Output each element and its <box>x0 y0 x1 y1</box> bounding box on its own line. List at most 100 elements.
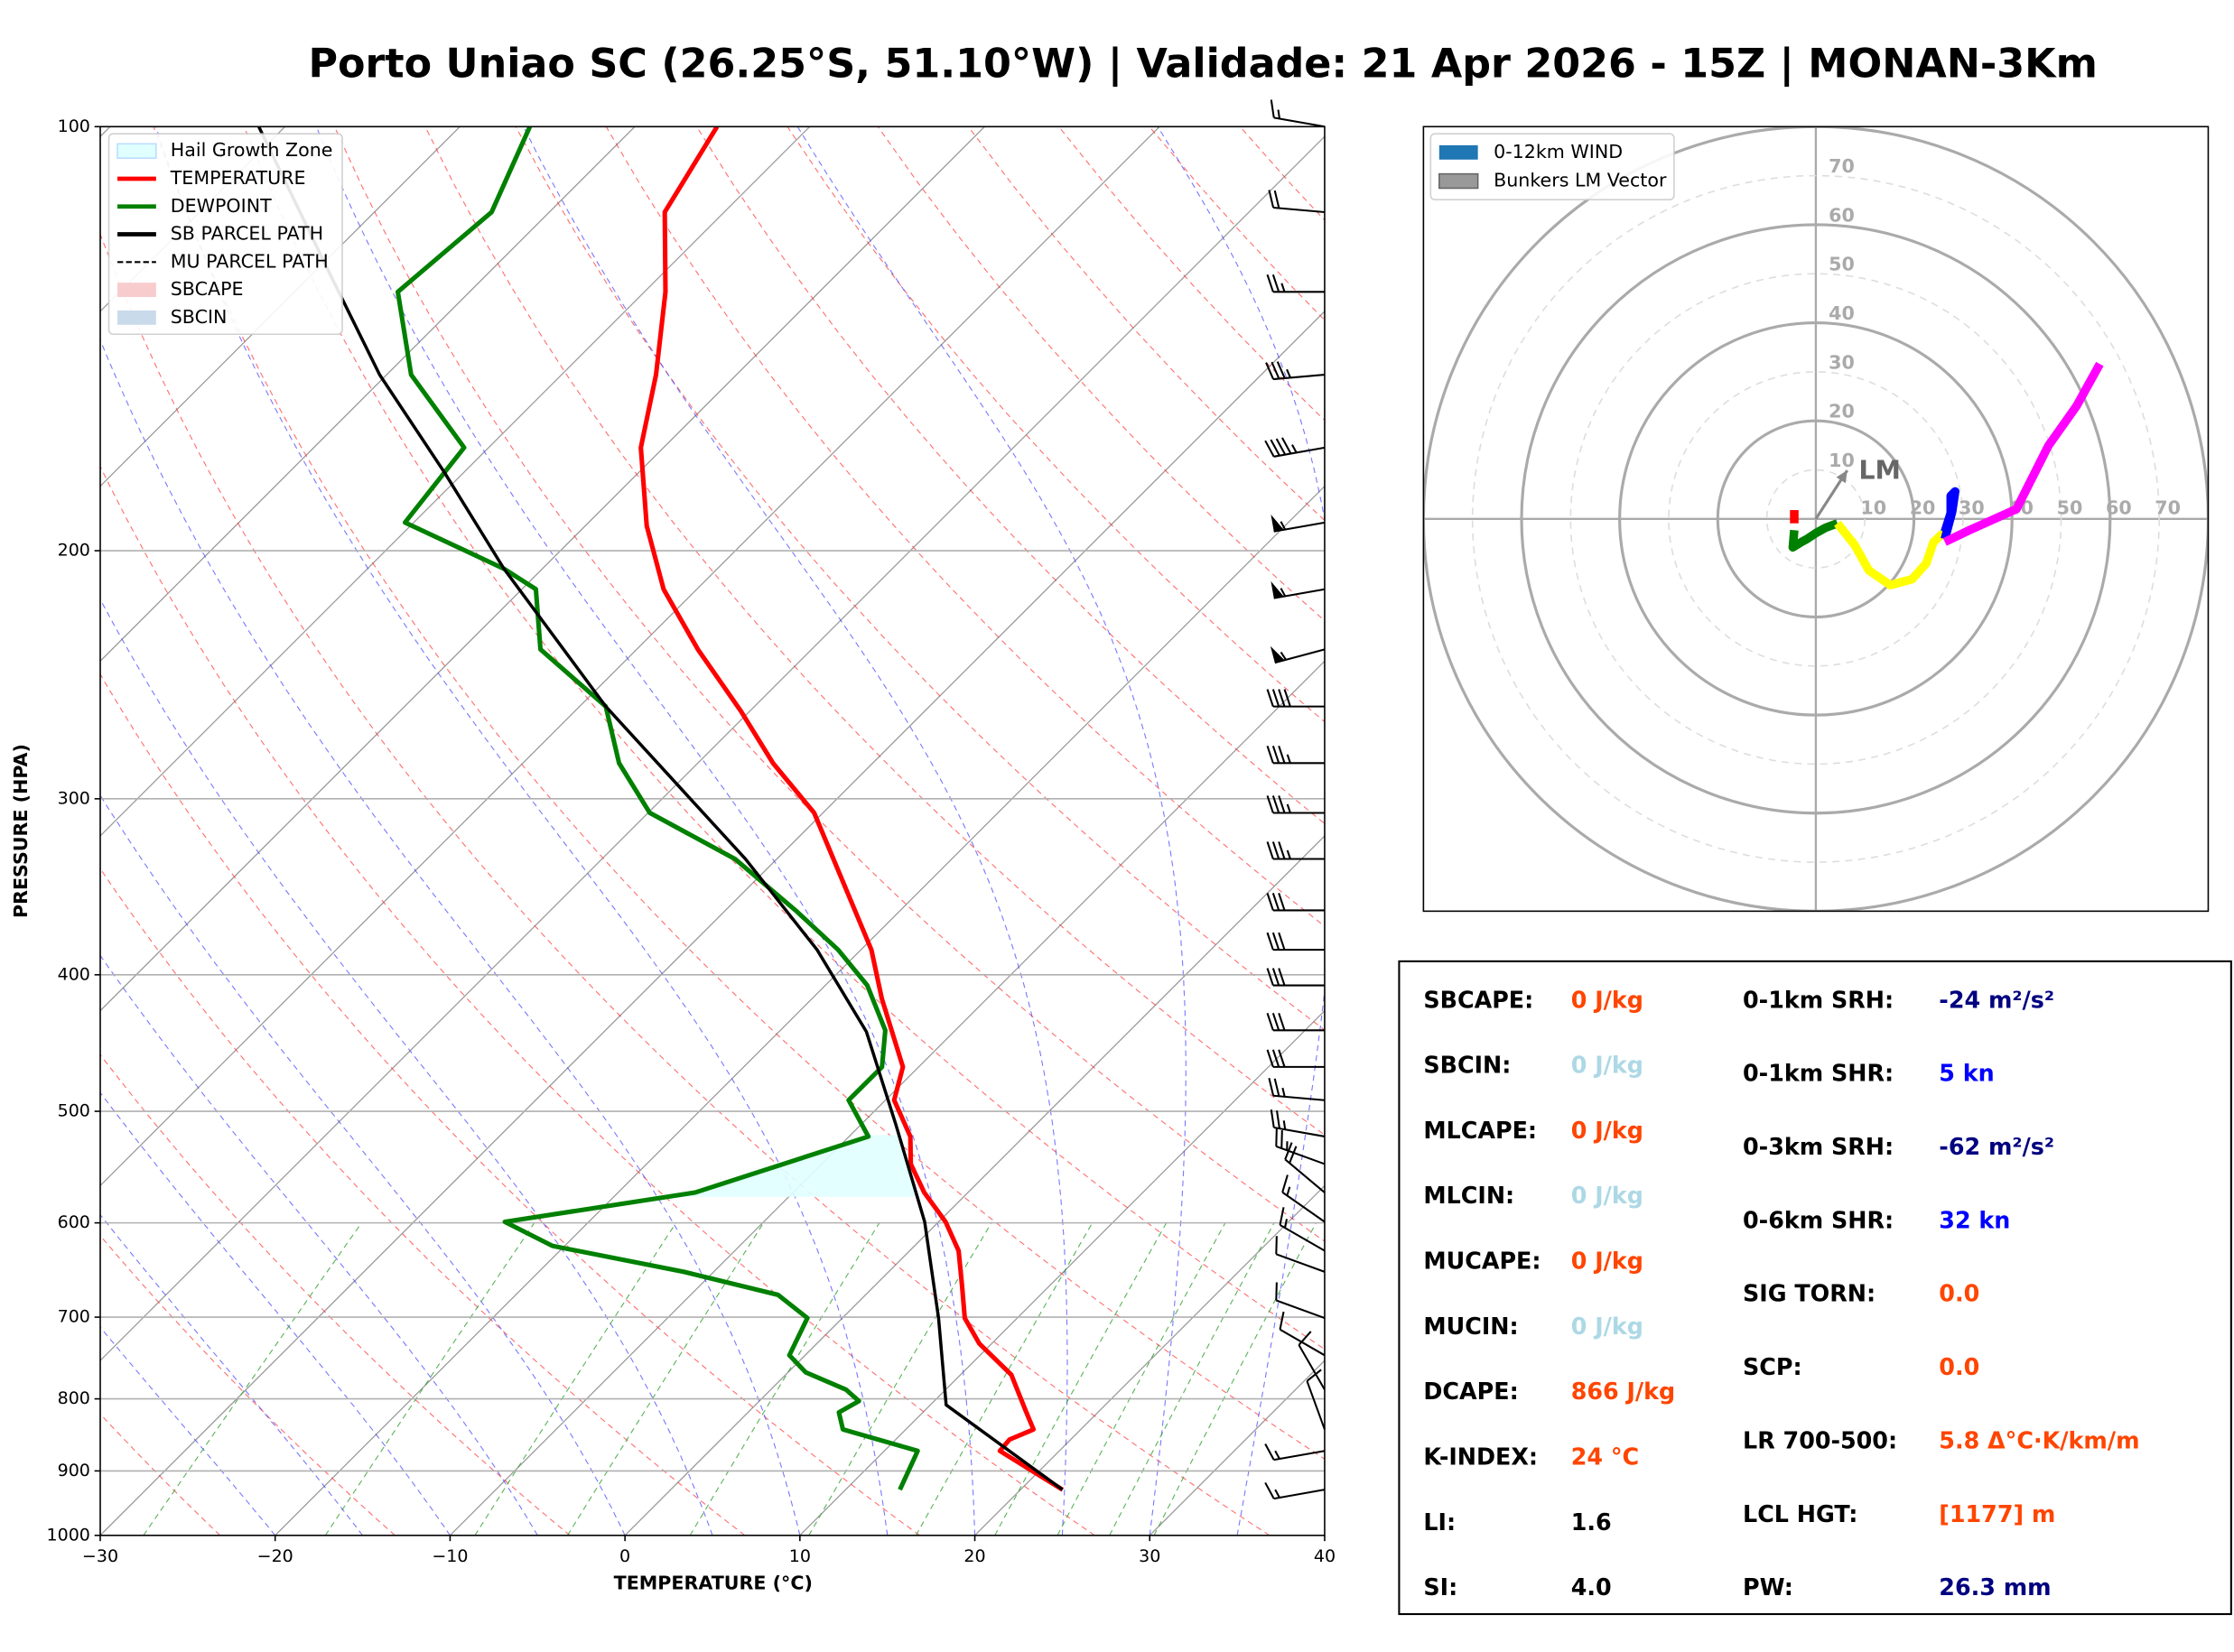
ring-label: 20 <box>1910 497 1936 519</box>
y-tick-label: 700 <box>58 1307 90 1327</box>
barb-feather <box>1275 1282 1278 1301</box>
index-value: 26.3 mm <box>1939 1573 2051 1601</box>
index-label: LR 700-500: <box>1743 1426 1897 1453</box>
legend-label: SBCAPE <box>171 278 244 300</box>
index-label: SCP: <box>1743 1353 1802 1380</box>
legend-label: Bunkers LM Vector <box>1494 170 1667 191</box>
barb-staff <box>1272 207 1326 214</box>
barb-half <box>1286 803 1291 813</box>
index-value: 0 J/kg <box>1571 1052 1643 1079</box>
moist-adiabat <box>100 1091 451 1536</box>
x-tick-label: 40 <box>1314 1546 1336 1566</box>
isotherm <box>974 1184 1325 1536</box>
legend-label: TEMPERATURE <box>170 167 306 189</box>
profile-line <box>257 126 1064 1491</box>
wind-barb <box>1264 1481 1326 1500</box>
y-axis-label: PRESSURE (HPA) <box>10 744 32 918</box>
dry-adiabat <box>100 232 1271 1536</box>
wind-barb <box>1306 1369 1326 1430</box>
hodograph-segment <box>1834 520 1948 589</box>
ring <box>1569 273 2062 766</box>
profile-line <box>396 126 920 1491</box>
isotherm <box>100 126 1160 1187</box>
barb-half <box>1280 521 1287 531</box>
lm-arrowhead <box>1836 470 1848 484</box>
wind-barb <box>1266 841 1325 860</box>
isotherm <box>100 126 636 663</box>
barb-feather <box>1266 795 1274 813</box>
barb-flag <box>1270 645 1285 664</box>
barb-half <box>1291 444 1298 453</box>
barb-flag <box>1271 515 1284 532</box>
barb-feather <box>1275 1236 1278 1255</box>
barb-feather <box>1266 274 1274 292</box>
ring-label: 60 <box>2106 497 2132 519</box>
indices-box <box>1398 960 2232 1616</box>
y-tick-label: 500 <box>58 1101 90 1121</box>
wind-barb <box>1266 1012 1325 1032</box>
x-tick-label: 30 <box>1139 1546 1160 1566</box>
ring-label: 40 <box>1829 302 1855 324</box>
barb-staff <box>1272 1094 1326 1101</box>
isotherm <box>624 835 1325 1536</box>
barb-feather <box>1266 1049 1274 1068</box>
x-tick-label: 0 <box>619 1546 630 1566</box>
barb-staff <box>1273 521 1326 533</box>
dry-adiabat <box>100 1053 571 1536</box>
barb-feather <box>1284 1142 1293 1160</box>
barb-staff <box>1273 116 1326 128</box>
index-label: 0-6km SHR: <box>1743 1206 1894 1233</box>
barb-feather <box>1270 439 1280 457</box>
barb-staff <box>1284 1158 1326 1193</box>
ring <box>1668 371 1964 667</box>
barb-feather <box>1306 1369 1322 1382</box>
dry-adiabat <box>153 126 1325 1460</box>
legend-label: DEWPOINT <box>171 195 272 217</box>
barb-feather <box>1264 440 1275 458</box>
ring-label: 20 <box>1829 401 1855 422</box>
y-tick-label: 1000 <box>47 1525 90 1545</box>
index-value: 866 J/kg <box>1571 1378 1675 1405</box>
index-value: 0.0 <box>1939 1353 1979 1380</box>
barb-staff <box>1275 1253 1326 1273</box>
barb-feather <box>1275 1128 1278 1146</box>
wind-barb <box>1275 1128 1326 1165</box>
index-label: DCAPE: <box>1423 1378 1518 1405</box>
dry-adiabat <box>100 1413 221 1536</box>
dry-adiabat <box>515 126 1325 1031</box>
legend-swatch <box>1438 172 1479 190</box>
barb-feather <box>1283 689 1291 707</box>
wind-barb <box>1298 1331 1326 1390</box>
hodograph-segment <box>1788 519 1839 552</box>
barb-feather <box>1281 437 1292 455</box>
hodograph-segment <box>1942 361 2104 546</box>
barb-staff <box>1273 446 1326 458</box>
barb-staff <box>1275 1299 1326 1320</box>
barb-feather <box>1271 745 1280 764</box>
dry-adiabat <box>787 126 1325 723</box>
barb-feather <box>1280 1130 1283 1149</box>
barb-feather <box>1270 99 1275 118</box>
index-label: SBCIN: <box>1423 1052 1511 1079</box>
barb-half <box>1283 1219 1289 1229</box>
wind-barb <box>1271 515 1326 533</box>
barb-feather <box>1266 1012 1274 1031</box>
legend-label: Hail Growth Zone <box>171 139 333 161</box>
barb-feather <box>1278 689 1286 707</box>
barb-staff <box>1273 1127 1326 1137</box>
barb-staff <box>1273 1450 1326 1462</box>
indices: SBCAPE: 0 J/kg SBCIN: 0 J/kg MLCAPE: 0 J/kg ML… <box>1423 986 2139 1601</box>
barb-feather <box>1271 274 1280 292</box>
isotherm <box>100 135 1325 1362</box>
barb-feather <box>1268 190 1275 209</box>
barb-feather <box>1281 1174 1289 1193</box>
isotherm <box>100 126 811 837</box>
x-axis-label: TEMPERATURE (°C) <box>614 1573 813 1594</box>
index-value: 4.0 <box>1571 1573 1612 1601</box>
barb-feather <box>1278 795 1286 813</box>
wind-barb <box>1266 932 1325 951</box>
index-value: 32 kn <box>1939 1206 2010 1233</box>
barb-feather <box>1278 841 1286 859</box>
barb-staff <box>1272 374 1326 381</box>
legend-box <box>107 133 343 336</box>
